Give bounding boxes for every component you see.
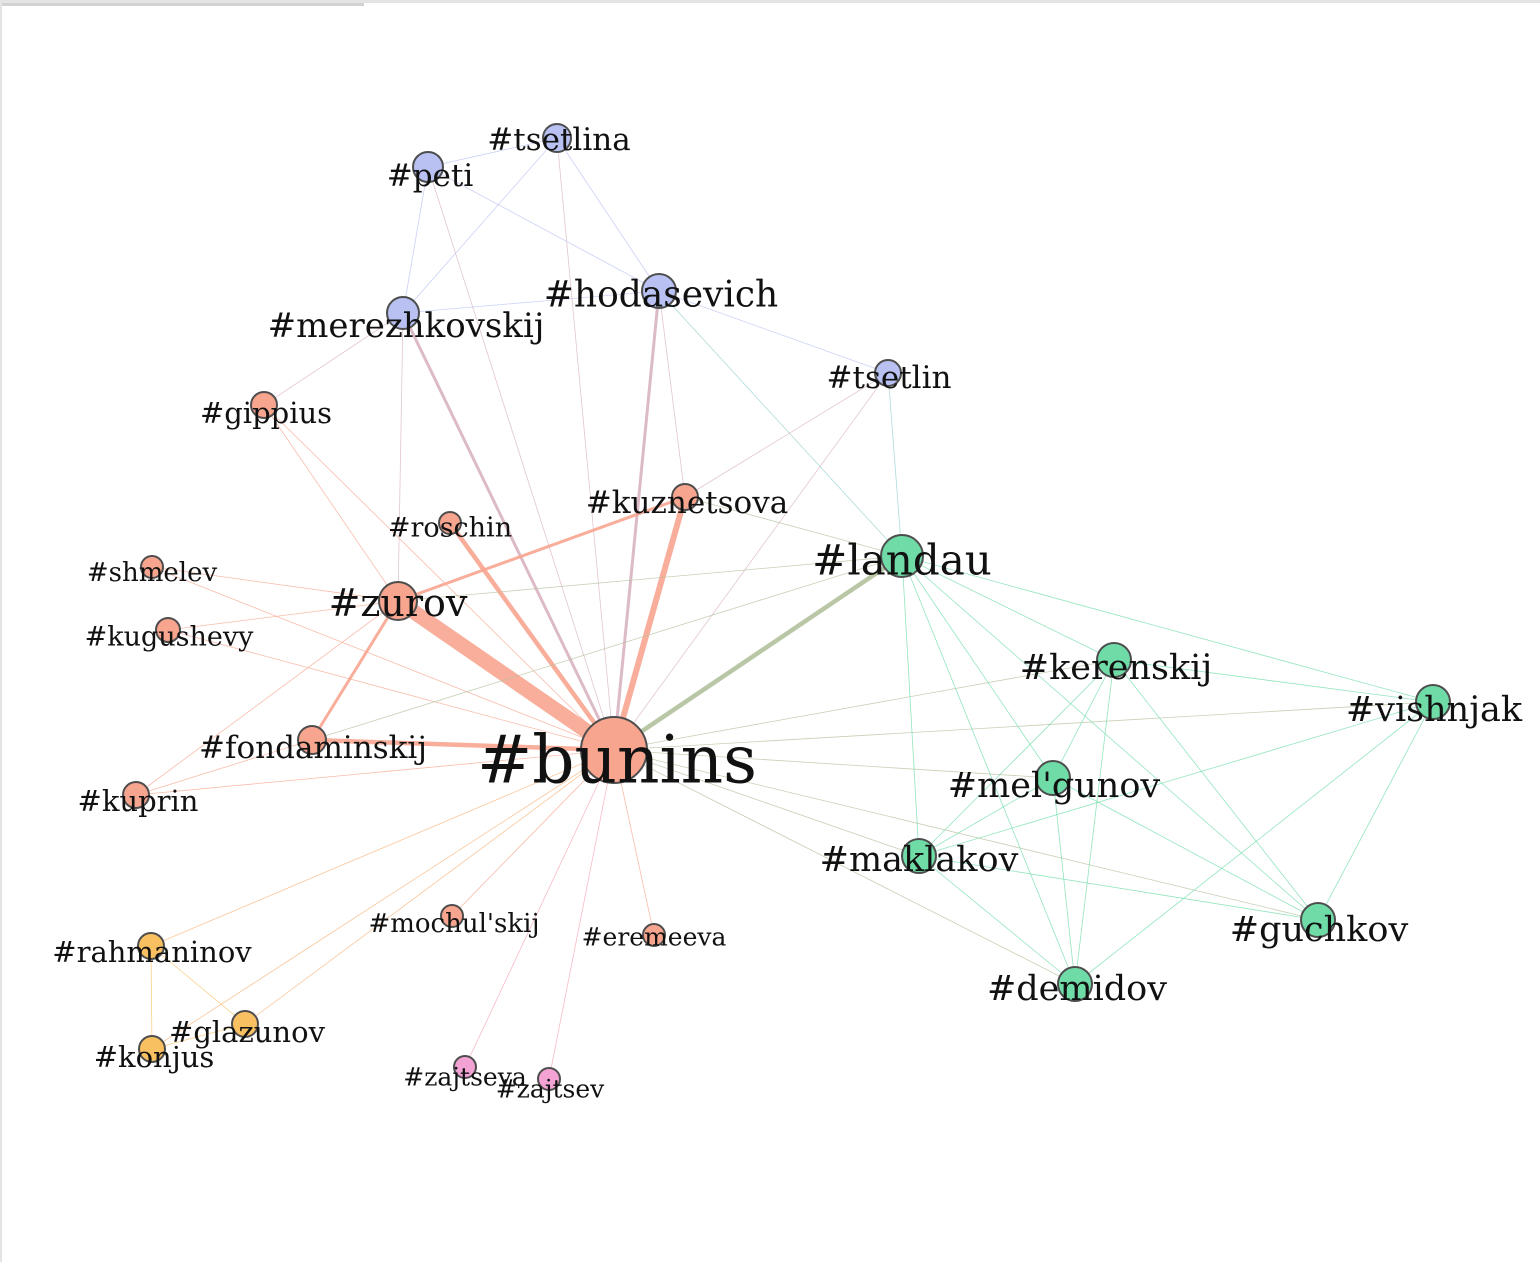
edge-maklakov-demidov bbox=[919, 856, 1075, 984]
node-merezhkovskij[interactable] bbox=[387, 297, 419, 329]
edge-rahmaninov-glazunov bbox=[151, 946, 245, 1024]
node-layer bbox=[123, 124, 1450, 1090]
node-mochulskij[interactable] bbox=[441, 905, 463, 927]
network-graph[interactable]: #bunins#zurov#landau#hodasevich#merezhko… bbox=[2, 3, 1540, 1265]
node-melgunov[interactable] bbox=[1036, 761, 1070, 795]
edge-merezhkovskij-gippius bbox=[264, 313, 403, 405]
edge-vishnjak-guchkov bbox=[1318, 702, 1433, 920]
edge-hodasevich-landau bbox=[659, 291, 902, 556]
edge-bunins-mochulskij bbox=[452, 750, 614, 916]
edge-zurov-kugushevy bbox=[168, 601, 398, 630]
edge-merezhkovskij-hodasevich bbox=[403, 291, 659, 313]
edge-bunins-glazunov bbox=[245, 750, 614, 1024]
edge-landau-kerenskij bbox=[902, 556, 1114, 660]
edge-bunins-tsetlin bbox=[614, 373, 888, 750]
node-kugushevy[interactable] bbox=[156, 618, 180, 642]
node-rahmaninov[interactable] bbox=[138, 933, 164, 959]
edge-merezhkovskij-peti bbox=[403, 167, 428, 313]
label-layer: #bunins#zurov#landau#hodasevich#merezhko… bbox=[52, 122, 1523, 1104]
edge-kuznetsova-tsetlin bbox=[685, 373, 888, 497]
node-bunins[interactable] bbox=[581, 717, 647, 783]
edge-kerenskij-melgunov bbox=[1053, 660, 1114, 778]
edge-landau-maklakov bbox=[902, 556, 919, 856]
edge-bunins-zajtsev bbox=[549, 750, 614, 1079]
edge-landau-vishnjak bbox=[902, 556, 1433, 702]
edge-landau-guchkov bbox=[902, 556, 1318, 920]
edge-landau-melgunov bbox=[902, 556, 1053, 778]
node-kuznetsova[interactable] bbox=[672, 484, 698, 510]
node-shmelev[interactable] bbox=[141, 556, 163, 578]
node-maklakov[interactable] bbox=[902, 839, 936, 873]
edge-bunins-zajtseva bbox=[465, 750, 614, 1067]
node-demidov[interactable] bbox=[1058, 967, 1092, 1001]
edge-bunins-tsetlina bbox=[557, 138, 614, 750]
edge-bunins-vishnjak bbox=[614, 702, 1433, 750]
edge-kerenskij-guchkov bbox=[1114, 660, 1318, 920]
edge-kerenskij-vishnjak bbox=[1114, 660, 1433, 702]
edge-layer bbox=[136, 138, 1433, 1079]
edge-melgunov-demidov bbox=[1053, 778, 1075, 984]
edge-rahmaninov-konjus bbox=[151, 946, 152, 1049]
edge-kuznetsova-hodasevich bbox=[659, 291, 685, 497]
node-eremeeva[interactable] bbox=[643, 924, 665, 946]
node-hodasevich[interactable] bbox=[642, 274, 676, 308]
edge-bunins-roschin bbox=[450, 523, 614, 750]
node-kuprin[interactable] bbox=[123, 782, 149, 808]
edge-melgunov-maklakov bbox=[919, 778, 1053, 856]
edge-zurov-merezhkovskij bbox=[398, 313, 403, 601]
node-zajtsev[interactable] bbox=[538, 1068, 560, 1090]
edge-peti-tsetlina bbox=[428, 138, 557, 167]
edge-bunins-kerenskij bbox=[614, 660, 1114, 750]
edge-peti-hodasevich bbox=[428, 167, 659, 291]
edge-bunins-peti bbox=[428, 167, 614, 750]
node-landau[interactable] bbox=[881, 535, 923, 577]
edge-kuznetsova-landau bbox=[685, 497, 902, 556]
edge-bunins-melgunov bbox=[614, 750, 1053, 778]
edge-zurov-landau bbox=[398, 556, 902, 601]
node-guchkov[interactable] bbox=[1301, 903, 1335, 937]
edge-bunins-gippius bbox=[264, 405, 614, 750]
node-zurov[interactable] bbox=[379, 582, 417, 620]
edge-zurov-gippius bbox=[264, 405, 398, 601]
node-zajtseva[interactable] bbox=[454, 1056, 476, 1078]
node-gippius[interactable] bbox=[251, 392, 277, 418]
edge-bunins-demidov bbox=[614, 750, 1075, 984]
edge-tsetlina-hodasevich bbox=[557, 138, 659, 291]
edge-bunins-fondaminskij bbox=[312, 740, 614, 750]
node-konjus[interactable] bbox=[139, 1036, 165, 1062]
edge-bunins-kugushevy bbox=[168, 630, 614, 750]
edge-bunins-rahmaninov bbox=[151, 750, 614, 946]
node-vishnjak[interactable] bbox=[1416, 685, 1450, 719]
edge-bunins-maklakov bbox=[614, 750, 919, 856]
edge-glazunov-konjus bbox=[152, 1024, 245, 1049]
node-tsetlin[interactable] bbox=[875, 360, 901, 386]
node-fondaminskij[interactable] bbox=[298, 726, 326, 754]
edge-tsetlin-landau bbox=[888, 373, 902, 556]
edge-zurov-kuznetsova bbox=[398, 497, 685, 601]
edge-zurov-shmelev bbox=[152, 567, 398, 601]
edge-hodasevich-tsetlin bbox=[659, 291, 888, 373]
edge-kerenskij-demidov bbox=[1075, 660, 1114, 984]
node-kerenskij[interactable] bbox=[1097, 643, 1131, 677]
node-glazunov[interactable] bbox=[232, 1011, 258, 1037]
edge-zurov-fondaminskij bbox=[312, 601, 398, 740]
node-roschin[interactable] bbox=[439, 512, 461, 534]
node-tsetlina[interactable] bbox=[543, 124, 571, 152]
edge-bunins-zurov bbox=[398, 601, 614, 750]
node-peti[interactable] bbox=[413, 152, 443, 182]
edge-vishnjak-demidov bbox=[1075, 702, 1433, 984]
